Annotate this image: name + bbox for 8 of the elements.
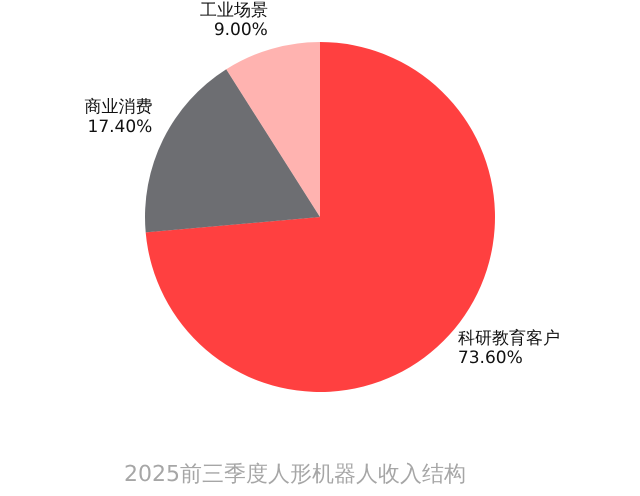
slice-label: 科研教育客户: [458, 328, 560, 348]
data-label: 73.60%: [458, 348, 523, 368]
data-label: 17.40%: [88, 116, 152, 137]
slice-label: 工业场景: [200, 0, 268, 20]
text: 2025前三季度人形机器人收入结构: [124, 462, 466, 487]
slice-label: 商业消费: [84, 97, 152, 118]
pie-slice: [226, 42, 320, 217]
data-label: 9.00%: [214, 20, 268, 40]
